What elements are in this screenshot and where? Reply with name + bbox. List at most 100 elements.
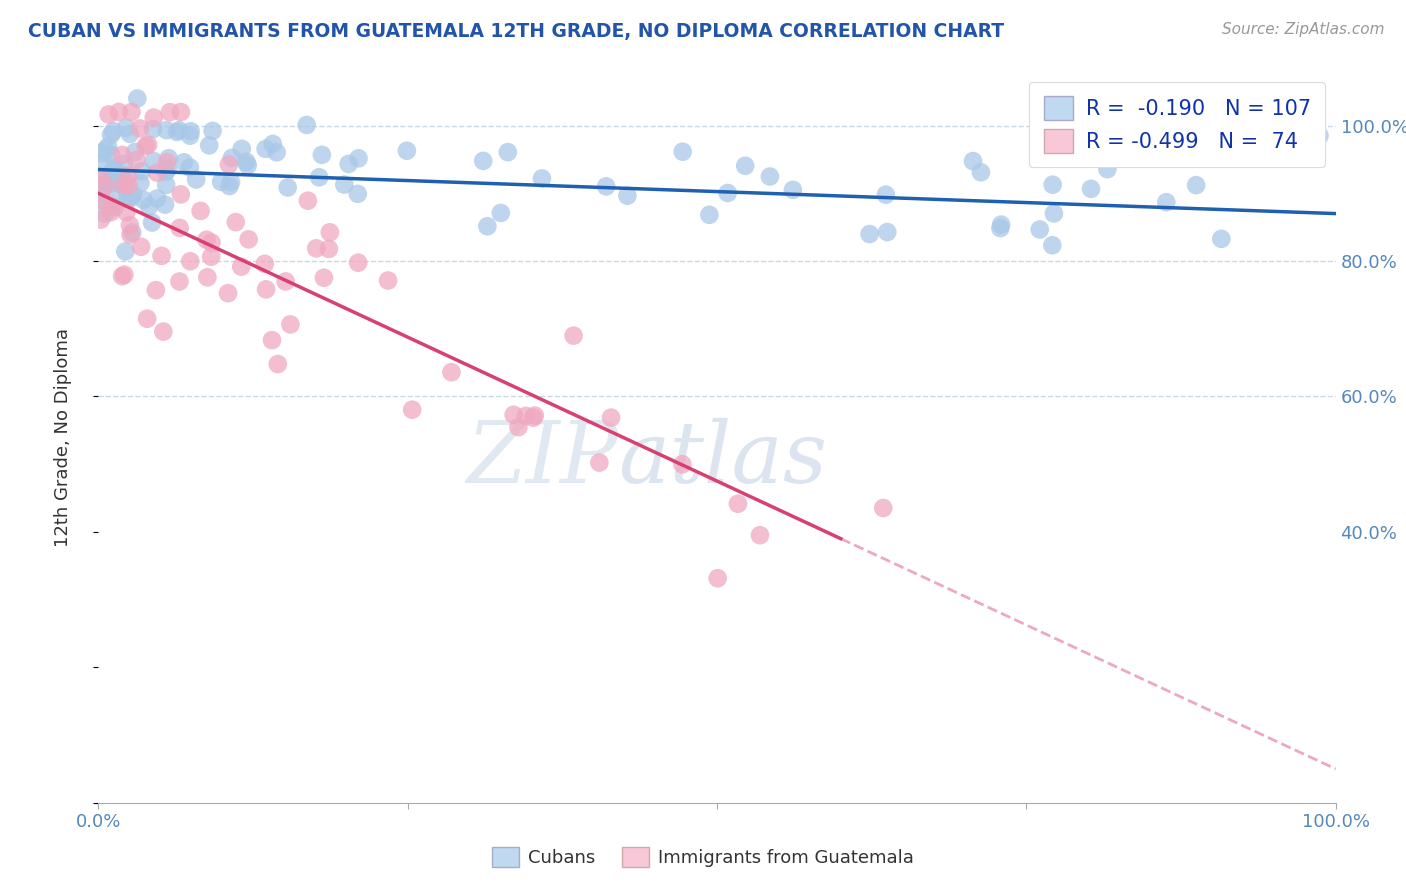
Point xyxy=(146,192,169,206)
Point xyxy=(114,181,136,195)
Point xyxy=(333,178,356,192)
Point xyxy=(600,410,623,425)
Point xyxy=(595,179,617,194)
Point xyxy=(111,269,134,284)
Point xyxy=(508,420,530,434)
Point xyxy=(103,161,125,175)
Point xyxy=(1308,128,1330,143)
Point xyxy=(111,174,134,188)
Point xyxy=(118,127,141,141)
Point xyxy=(522,410,544,425)
Point xyxy=(131,164,153,178)
Point xyxy=(98,168,121,182)
Point xyxy=(489,206,512,220)
Point xyxy=(337,157,360,171)
Point xyxy=(1211,232,1233,246)
Point xyxy=(111,178,134,192)
Point xyxy=(120,227,142,242)
Point xyxy=(94,195,117,210)
Point xyxy=(173,155,195,169)
Point xyxy=(156,161,179,176)
Point xyxy=(440,365,463,379)
Point xyxy=(782,183,804,197)
Point xyxy=(112,157,135,171)
Text: atlas: atlas xyxy=(619,417,827,500)
Point xyxy=(129,176,152,190)
Point xyxy=(209,175,232,189)
Point xyxy=(305,241,328,255)
Point xyxy=(221,151,243,165)
Point xyxy=(153,197,176,211)
Point xyxy=(135,139,157,153)
Point xyxy=(114,244,136,259)
Point xyxy=(115,120,138,135)
Point xyxy=(236,158,259,172)
Point xyxy=(218,157,240,171)
Point xyxy=(124,145,146,159)
Point xyxy=(190,203,212,218)
Point xyxy=(179,161,201,175)
Point xyxy=(97,139,120,153)
Point xyxy=(717,186,740,200)
Point xyxy=(872,500,894,515)
Point xyxy=(142,122,165,136)
Point xyxy=(142,111,165,125)
Point xyxy=(312,270,335,285)
Point xyxy=(101,176,124,190)
Point xyxy=(347,255,370,269)
Point xyxy=(876,225,898,239)
Point xyxy=(90,146,112,161)
Point xyxy=(1185,178,1208,193)
Point xyxy=(111,148,134,162)
Point xyxy=(280,318,302,332)
Point xyxy=(186,172,208,186)
Point xyxy=(136,137,159,152)
Point xyxy=(477,219,499,234)
Point xyxy=(117,192,139,206)
Point xyxy=(297,194,319,208)
Point xyxy=(1043,206,1066,220)
Point xyxy=(875,187,897,202)
Point xyxy=(377,274,399,288)
Point xyxy=(94,143,117,157)
Point xyxy=(91,154,114,169)
Point xyxy=(105,174,128,188)
Point xyxy=(266,145,288,160)
Point xyxy=(159,105,181,120)
Point xyxy=(311,148,333,162)
Point xyxy=(530,171,553,186)
Point xyxy=(274,275,297,289)
Point xyxy=(97,107,120,121)
Point xyxy=(179,128,201,143)
Point xyxy=(970,165,993,179)
Point xyxy=(260,333,283,347)
Point xyxy=(562,328,585,343)
Point xyxy=(346,186,368,201)
Point xyxy=(89,172,111,186)
Point xyxy=(253,257,276,271)
Point xyxy=(195,233,218,247)
Point xyxy=(121,105,143,120)
Point xyxy=(295,118,318,132)
Point xyxy=(103,124,125,138)
Point xyxy=(1028,222,1050,236)
Point xyxy=(219,175,242,189)
Point xyxy=(990,218,1012,232)
Point xyxy=(727,497,749,511)
Point xyxy=(1097,162,1119,177)
Point xyxy=(104,163,127,178)
Point xyxy=(502,408,524,422)
Text: CUBAN VS IMMIGRANTS FROM GUATEMALA 12TH GRADE, NO DIPLOMA CORRELATION CHART: CUBAN VS IMMIGRANTS FROM GUATEMALA 12TH … xyxy=(28,22,1004,41)
Text: ZIP: ZIP xyxy=(467,417,619,500)
Point xyxy=(112,268,135,282)
Point xyxy=(170,105,193,120)
Point xyxy=(319,225,342,239)
Point xyxy=(231,142,253,156)
Point xyxy=(150,249,173,263)
Point xyxy=(121,226,143,240)
Point xyxy=(1040,238,1063,252)
Point xyxy=(169,275,191,289)
Point xyxy=(254,282,277,296)
Point xyxy=(157,151,180,165)
Point xyxy=(142,153,165,168)
